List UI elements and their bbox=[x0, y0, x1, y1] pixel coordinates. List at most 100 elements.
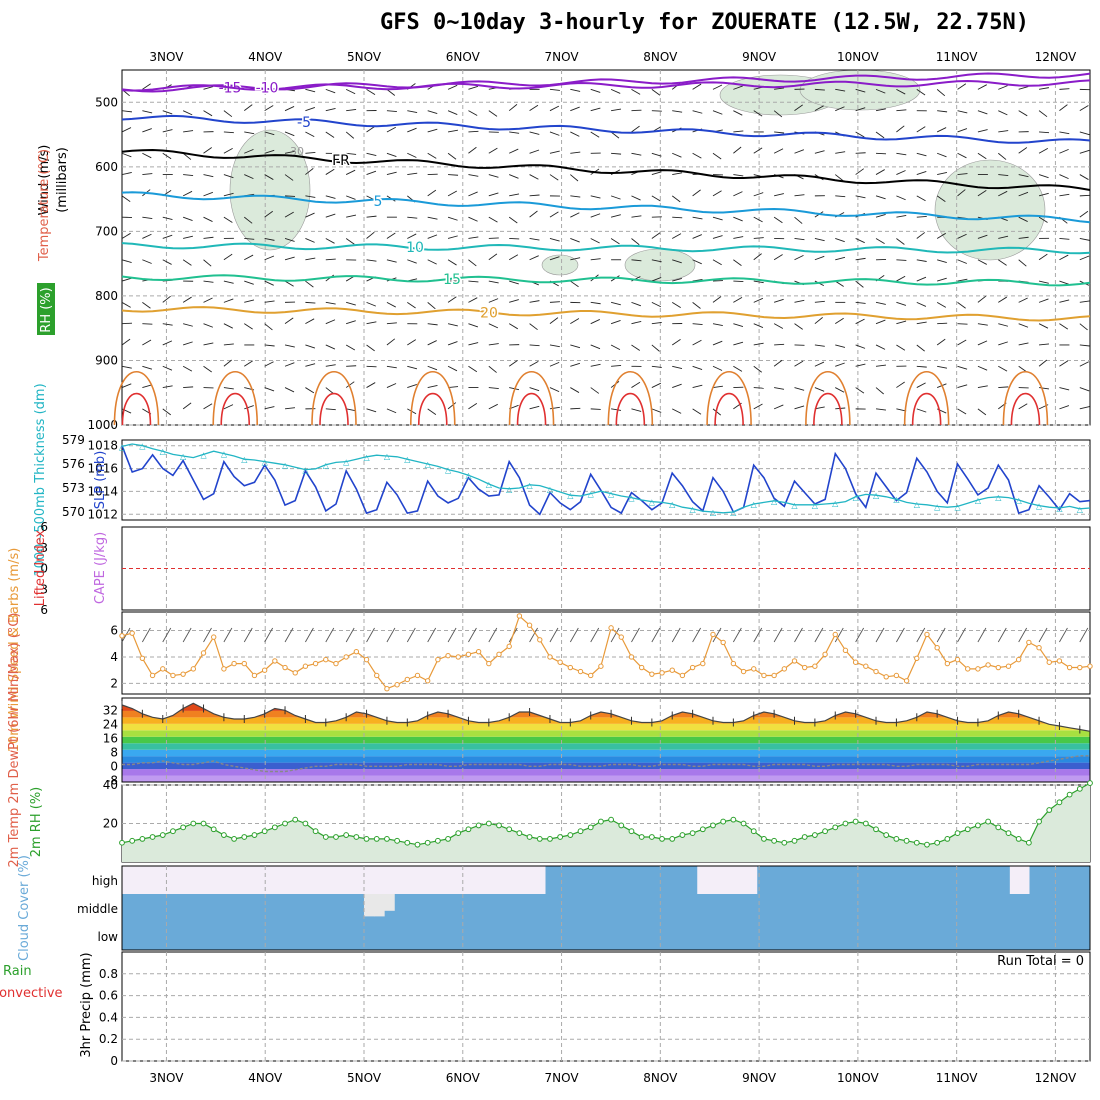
wind-barb bbox=[305, 131, 315, 138]
wind-barb bbox=[631, 152, 642, 156]
wind-speed-point bbox=[343, 654, 349, 660]
rh-point bbox=[271, 824, 278, 831]
day-label-bottom: 6NOV bbox=[446, 1071, 481, 1085]
wind-barb bbox=[631, 381, 641, 388]
wind-barb bbox=[223, 216, 233, 223]
wind-barb bbox=[386, 89, 396, 96]
wind-speed-point bbox=[832, 631, 838, 638]
wind-barb bbox=[672, 408, 682, 414]
rh-point bbox=[261, 828, 268, 835]
wind-barb bbox=[1079, 194, 1090, 197]
wind-speed-point bbox=[486, 660, 492, 667]
wind-barb bbox=[305, 257, 316, 261]
wind-barb bbox=[671, 338, 681, 346]
thickness-marker: △ bbox=[221, 450, 228, 459]
wind-barb bbox=[305, 88, 316, 93]
wind-barb bbox=[937, 110, 948, 113]
wind-barb bbox=[936, 232, 946, 239]
wind-barb bbox=[957, 83, 967, 90]
wind-barb bbox=[753, 323, 764, 328]
wind-barb bbox=[509, 131, 520, 134]
surface-isotherm-hot bbox=[911, 392, 942, 426]
wind-barb bbox=[957, 301, 966, 309]
wind-barb bbox=[121, 259, 132, 263]
rh-point bbox=[465, 826, 472, 833]
wind-barb bbox=[427, 152, 437, 159]
wind-barb bbox=[244, 254, 254, 261]
wind-barb bbox=[937, 259, 947, 263]
wind-barb bbox=[773, 323, 784, 329]
wind-speed-point bbox=[700, 660, 706, 667]
rh-point bbox=[526, 834, 533, 840]
surface-isotherm-hot bbox=[714, 392, 744, 426]
wind-barb bbox=[1018, 147, 1028, 154]
wind-barb bbox=[733, 216, 743, 222]
wind-barb bbox=[183, 235, 193, 239]
cloud-cell bbox=[898, 866, 909, 894]
wind-speed-point bbox=[914, 655, 920, 661]
wind-10m-barb bbox=[936, 627, 946, 643]
temperature-axis-label: Temperature (°C) bbox=[37, 149, 52, 262]
wind-barb bbox=[712, 323, 723, 327]
wind-speed-point bbox=[394, 682, 400, 688]
rh-point bbox=[455, 830, 462, 837]
wind-barb bbox=[916, 365, 927, 368]
wind-barb bbox=[692, 339, 702, 346]
wind-barb bbox=[162, 365, 173, 371]
wind-barb bbox=[427, 259, 437, 265]
wind-barb bbox=[998, 152, 1007, 160]
temp-tick-label: 8 bbox=[110, 745, 118, 759]
wind-barb bbox=[549, 105, 560, 112]
rh-point bbox=[251, 832, 258, 838]
cloud-cell bbox=[858, 866, 869, 894]
wind-barb bbox=[1079, 174, 1089, 180]
rh-shade bbox=[541, 254, 579, 276]
wind-barb bbox=[346, 301, 356, 306]
day-label-top: 11NOV bbox=[936, 50, 978, 64]
wind-barb bbox=[692, 384, 703, 389]
wind-barb bbox=[957, 233, 967, 239]
wind-barb bbox=[325, 195, 336, 199]
wind-barb bbox=[243, 216, 253, 224]
wind-barb bbox=[896, 275, 906, 282]
cloud-cell bbox=[958, 866, 970, 894]
cloud-cell bbox=[595, 866, 607, 894]
wind-barb bbox=[875, 152, 887, 155]
dewpoint-line bbox=[122, 755, 1090, 773]
wind-barb bbox=[610, 238, 620, 245]
wind-barb bbox=[1079, 255, 1090, 261]
wind-barb bbox=[386, 338, 396, 346]
rh-point bbox=[598, 818, 604, 825]
wind-10m-barb bbox=[610, 627, 620, 643]
cloud-cell bbox=[848, 866, 859, 894]
rh-point bbox=[669, 836, 676, 842]
thickness-marker: △ bbox=[547, 485, 554, 494]
wind-barb bbox=[610, 131, 620, 139]
wind-barb bbox=[508, 104, 518, 112]
wind-barb bbox=[244, 131, 255, 135]
wind-barb bbox=[957, 323, 968, 325]
cloud-cell bbox=[1079, 866, 1091, 894]
wind-barb bbox=[325, 364, 336, 367]
wind-barb bbox=[855, 280, 864, 288]
wind-barb bbox=[875, 238, 885, 244]
wind-barb bbox=[244, 280, 254, 285]
wind-barb bbox=[692, 189, 701, 197]
wind-barb bbox=[203, 174, 214, 178]
wind-10m-barb bbox=[386, 627, 396, 643]
wind-barb bbox=[936, 301, 947, 308]
wind-barb bbox=[447, 235, 458, 239]
wind-barb bbox=[345, 131, 355, 139]
wind-barb bbox=[957, 278, 968, 282]
wind-barb bbox=[407, 152, 417, 158]
wind-barb bbox=[142, 301, 151, 309]
wind-barb bbox=[284, 344, 295, 348]
rh-point bbox=[648, 834, 655, 840]
wind-barb bbox=[346, 195, 356, 200]
wind-speed-point bbox=[638, 664, 645, 671]
cloud-cell bbox=[999, 866, 1010, 894]
wind-barb bbox=[998, 365, 1008, 372]
wind-10m-barb bbox=[1038, 627, 1048, 643]
wind-barb bbox=[386, 110, 397, 112]
wind-barb bbox=[264, 174, 274, 180]
